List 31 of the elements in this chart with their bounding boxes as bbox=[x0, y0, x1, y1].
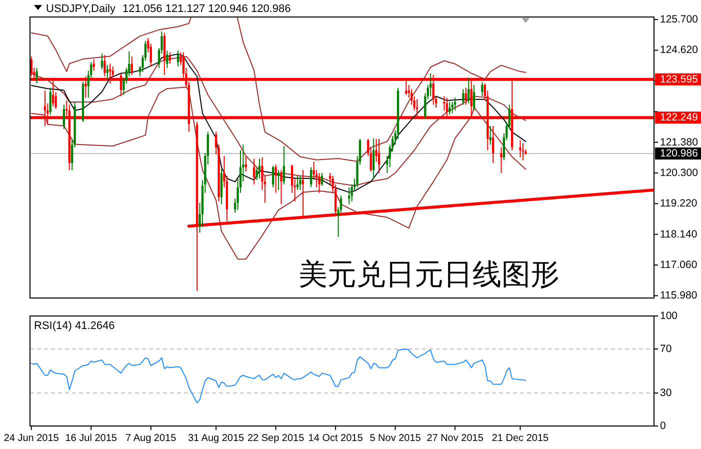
y-tick-label: 30 bbox=[660, 387, 672, 399]
x-tick-label: 22 Sep 2015 bbox=[247, 433, 305, 444]
y-tick-label: 70 bbox=[660, 343, 672, 355]
x-tick-label: 7 Aug 2015 bbox=[126, 433, 177, 444]
y-tick-label: 100 bbox=[660, 310, 678, 322]
annotation: 美元兑日元日线图形 bbox=[298, 259, 560, 291]
ref-line-label: 120.986 bbox=[660, 147, 698, 160]
y-tick-label: 119.220 bbox=[660, 198, 698, 210]
x-tick-label: 31 Aug 2015 bbox=[188, 433, 245, 444]
x-tick-label: 16 Jul 2015 bbox=[65, 433, 118, 444]
chart-title: USDJPY,Daily bbox=[46, 3, 116, 15]
x-tick-label: 5 Nov 2015 bbox=[370, 433, 422, 444]
x-tick-label: 14 Oct 2015 bbox=[308, 433, 364, 444]
chart-subtitle: 121.056 121.127 120.946 120.986 bbox=[122, 3, 291, 15]
y-tick-label: 125.700 bbox=[660, 14, 698, 26]
line-series bbox=[30, 348, 526, 404]
y-tick-label: 0 bbox=[660, 420, 666, 432]
y-tick-label: 115.980 bbox=[660, 290, 698, 302]
ref-line-label: 122.249 bbox=[660, 112, 698, 124]
y-tick-label: 118.140 bbox=[660, 228, 698, 240]
x-tick-label: 24 Jun 2015 bbox=[4, 433, 60, 444]
y-tick-label: 120.300 bbox=[660, 166, 698, 179]
line-series bbox=[236, 17, 526, 162]
x-tick-label: 27 Nov 2015 bbox=[426, 433, 484, 444]
ref-line-label: 123.595 bbox=[660, 73, 698, 86]
y-tick-label: 117.060 bbox=[660, 259, 698, 272]
x-tick-label: 21 Dec 2015 bbox=[492, 433, 550, 444]
line-series bbox=[30, 17, 192, 72]
y-tick-label: 124.620 bbox=[660, 44, 698, 56]
y-tick-label: 121.380 bbox=[660, 136, 698, 148]
chart-title: RSI(14) 41.2646 bbox=[34, 320, 115, 332]
